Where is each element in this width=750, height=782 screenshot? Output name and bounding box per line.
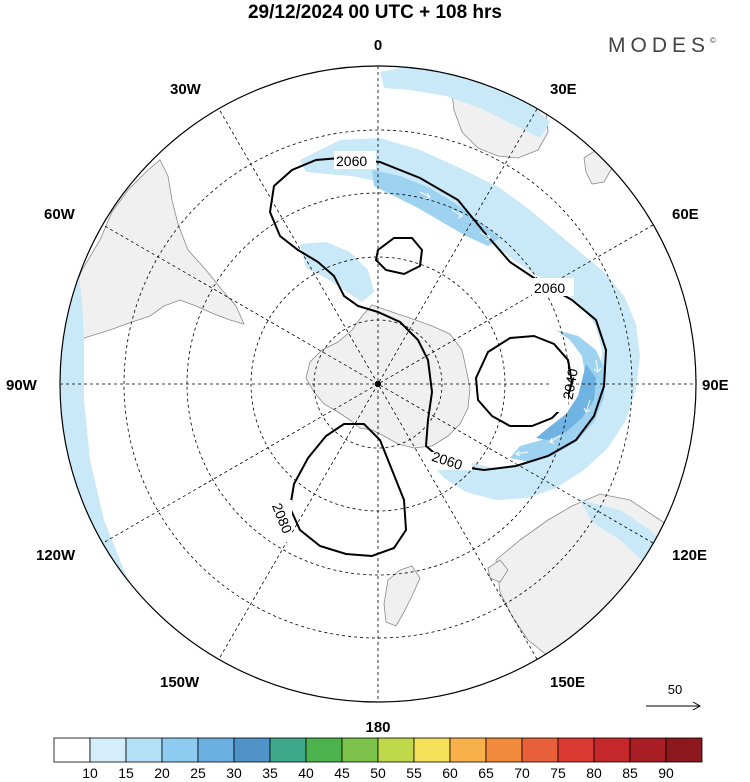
colorbar-label: 80 [586, 765, 602, 781]
colorbar-label: 60 [442, 765, 458, 781]
tasmania [487, 559, 509, 583]
colorbar-box [521, 737, 559, 763]
jet-core-east [510, 330, 606, 462]
map-border [59, 65, 697, 703]
map-title: 29/12/2024 00 UTC + 108 hrs [247, 2, 503, 23]
colorbar-label: 30 [226, 765, 242, 781]
colorbar-label: 65 [478, 765, 494, 781]
colorbar-label: 45 [334, 765, 350, 781]
brand-text: MODES [608, 34, 711, 57]
contour-label-2060-top: 2060 [336, 153, 367, 169]
jet-band-light [300, 138, 640, 500]
lon-label-60e: 60E [672, 206, 699, 223]
lon-label-90w: 90W [6, 377, 38, 394]
reference-vector: 50 [646, 682, 702, 711]
colorbar-label: 15 [118, 765, 134, 781]
colorbar-label: 75 [550, 765, 566, 781]
colorbar-label: 25 [190, 765, 206, 781]
lon-label-120e: 120E [672, 547, 707, 564]
contour-label-bg [274, 500, 292, 542]
lon-label-180: 180 [365, 719, 390, 735]
contour-2080 [288, 423, 408, 558]
colorbar-box [413, 737, 451, 763]
lat-circle-3 [186, 192, 570, 576]
jet-band-mid [372, 170, 500, 246]
colorbar-box [53, 737, 91, 763]
colorbar-box [233, 737, 271, 763]
contour-label-bg [334, 151, 376, 169]
jet-core-strong [536, 364, 596, 440]
colorbar-box [341, 737, 379, 763]
colorbar-label: 55 [406, 765, 422, 781]
colorbar-box [125, 737, 163, 763]
lon-label-60w: 60W [44, 206, 76, 223]
wind-arrow [583, 399, 591, 413]
inner-band [300, 242, 374, 302]
colorbar-label: 90 [658, 765, 674, 781]
meridian-30e-150w [218, 108, 538, 660]
colorbar-box [377, 737, 415, 763]
colorbar-box [161, 737, 199, 763]
wind-arrow [593, 359, 602, 373]
colorbar-box [593, 737, 631, 763]
colorbar-label: 35 [262, 765, 278, 781]
colorbar-box [269, 737, 307, 763]
lon-label-0: 0 [374, 37, 382, 54]
colorbar-box [665, 737, 703, 763]
colorbar-box [305, 737, 343, 763]
colorbar-label: 20 [154, 765, 170, 781]
colorbar-box [629, 737, 667, 763]
reference-vector-label: 50 [668, 682, 682, 697]
colorbar-box [449, 737, 487, 763]
colorbar-labels: 10 15 20 25 30 35 40 45 50 55 60 65 70 75 80 85 90 [82, 765, 674, 781]
contour-small-loop [374, 237, 424, 276]
lon-label-30w: 30W [170, 81, 202, 98]
colorbar-box [557, 737, 595, 763]
wind-arrow [451, 209, 463, 219]
wind-arrow [419, 191, 431, 200]
south-pole-marker [375, 381, 381, 387]
longitude-labels: 0 30E 60E 90E 120E 150E 180 150W 120W 90… [6, 37, 729, 735]
meridian-120e-60w [102, 224, 654, 544]
lon-label-150e: 150E [550, 674, 585, 691]
modes-logo: MODES© [608, 34, 716, 58]
wind-arrow [479, 231, 491, 241]
colorbar-label: 85 [622, 765, 638, 781]
polar-map: 2060 2060 2060 2040 2080 0 30E 60E 90E 1… [6, 37, 729, 735]
lon-label-150w: 150W [160, 674, 200, 691]
reference-vector-arrowhead [692, 701, 702, 711]
north-band [380, 66, 550, 138]
lon-label-30e: 30E [550, 81, 577, 98]
colorbar-box [197, 737, 235, 763]
land-masses [60, 66, 696, 701]
contour-label-2060-right: 2060 [534, 280, 565, 296]
brand-mark: © [710, 36, 716, 45]
wind-speed-shading [60, 66, 694, 640]
colorbar-label: 40 [298, 765, 314, 781]
wind-arrow [515, 450, 529, 457]
south-america [60, 159, 245, 341]
lon-label-90e: 90E [702, 377, 729, 394]
contour-label-bg [430, 452, 472, 470]
contour-label-bg [532, 278, 574, 296]
colorbar-label: 50 [370, 765, 386, 781]
lon-label-120w: 120W [36, 547, 76, 564]
colorbar-label: 10 [82, 765, 98, 781]
wind-arrow [549, 435, 561, 444]
contour-label-bg [550, 370, 568, 412]
colorbar-box [89, 737, 127, 763]
colorbar-box [485, 737, 523, 763]
contour-label-2040: 2040 [560, 367, 581, 401]
wind-vectors [419, 191, 602, 457]
colorbar-label: 70 [514, 765, 530, 781]
meridian-60e-120w [102, 224, 654, 544]
west-band [60, 270, 146, 640]
colorbar-boxes [53, 737, 703, 763]
new-zealand [383, 565, 421, 627]
